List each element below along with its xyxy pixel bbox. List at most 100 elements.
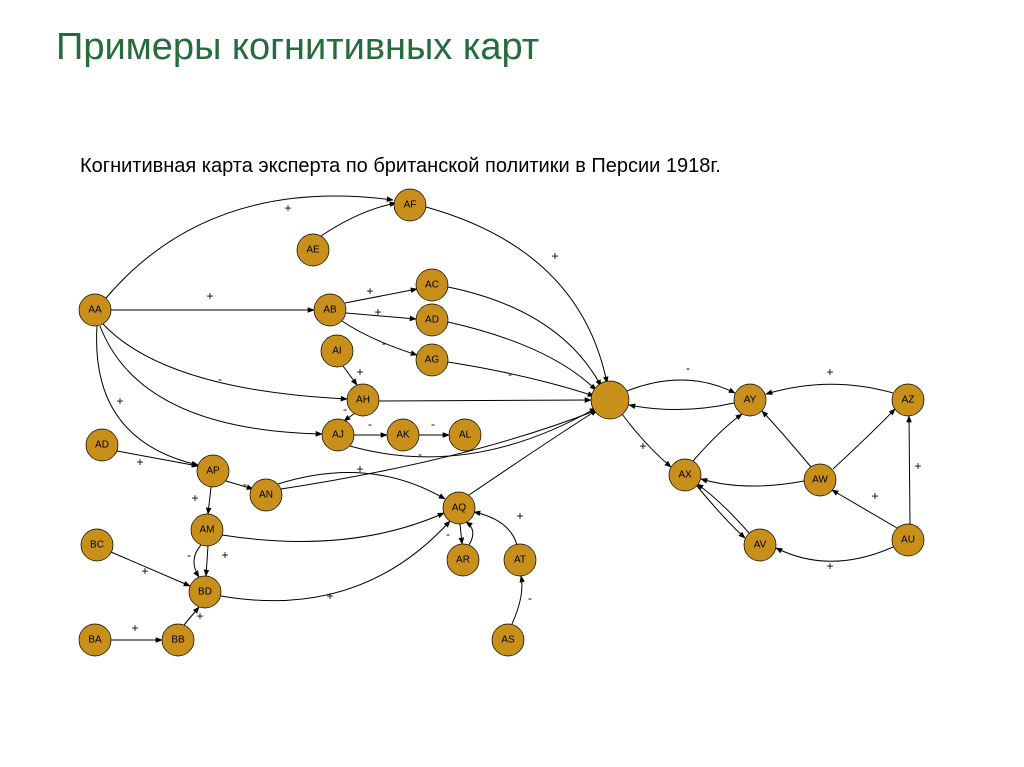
node-label: AN — [259, 490, 273, 501]
node-label: AK — [396, 430, 410, 441]
edge — [701, 479, 804, 486]
edge-label: - — [508, 367, 512, 381]
edge — [117, 451, 198, 466]
edge — [345, 289, 417, 303]
edge-label: + — [141, 564, 148, 578]
graph-node: AN — [250, 479, 282, 511]
edge — [832, 490, 897, 528]
graph-node: AB — [314, 294, 346, 326]
edge — [206, 546, 208, 576]
node-label: AV — [754, 540, 767, 551]
edge-label: + — [356, 365, 363, 379]
node-label: BA — [88, 635, 102, 646]
edge-label: + — [356, 462, 363, 476]
edge — [466, 522, 473, 545]
graph-node: AH — [347, 384, 379, 416]
node-label: AW — [812, 475, 828, 486]
edge-label: - — [528, 591, 532, 605]
edge — [629, 403, 734, 410]
edge — [693, 414, 742, 461]
edge — [379, 400, 591, 401]
node-label: AA — [88, 305, 102, 316]
edge — [776, 547, 893, 561]
edge — [697, 486, 745, 538]
node-label: AU — [901, 535, 915, 546]
edge — [111, 552, 190, 586]
node-label: AZ — [902, 395, 915, 406]
graph-node: BD — [189, 576, 221, 608]
node-label: AS — [501, 635, 515, 646]
edge-label: + — [131, 621, 138, 635]
edge — [762, 411, 811, 467]
edge-label: - — [686, 361, 690, 375]
node-label: AG — [425, 355, 440, 366]
edge — [221, 521, 450, 601]
graph-node: AQ — [443, 492, 475, 524]
graph-node: AJ — [322, 419, 354, 451]
edge-label: - — [382, 336, 386, 350]
edge-label: + — [191, 491, 198, 505]
edge — [697, 484, 749, 533]
node-label: AC — [425, 280, 439, 291]
edge-label: - — [368, 417, 372, 431]
graph-node: AA — [79, 294, 111, 326]
edge-label: + — [136, 455, 143, 469]
graph-node — [591, 381, 629, 419]
node-label: AD — [425, 315, 439, 326]
node-label: AI — [332, 346, 341, 357]
edge-label: + — [516, 509, 523, 523]
edge-label: + — [284, 201, 291, 215]
slide-container: Примеры когнитивных карт Когнитивная кар… — [0, 0, 1024, 767]
graph-node: AT — [504, 544, 536, 576]
edge — [474, 512, 517, 545]
edge-label: + — [826, 559, 833, 573]
graph-node: AI — [321, 335, 353, 367]
node-label: AF — [404, 200, 417, 211]
edge-label: + — [116, 394, 123, 408]
edge — [460, 524, 462, 544]
edge — [448, 322, 596, 390]
edge-label: + — [326, 589, 333, 603]
edge-label: + — [826, 365, 833, 379]
edge-label: + — [221, 548, 228, 562]
edge-label: + — [206, 289, 213, 303]
node-label: AX — [678, 470, 692, 481]
edge — [512, 576, 522, 624]
node-label: AJ — [332, 430, 344, 441]
edge-label: + — [871, 489, 878, 503]
node-label: AD — [95, 440, 109, 451]
graph-node: AR — [447, 544, 479, 576]
edge — [208, 487, 211, 514]
edge — [343, 366, 357, 385]
edge-label: + — [639, 439, 646, 453]
graph-node: AZ — [892, 384, 924, 416]
node-label: AP — [206, 466, 220, 477]
graph-node: AL — [449, 419, 481, 451]
edge — [222, 513, 444, 541]
graph-node: BB — [162, 624, 194, 656]
node-label: AY — [744, 395, 757, 406]
graph-node: AF — [394, 189, 426, 221]
graph-node: AU — [892, 524, 924, 556]
edge — [448, 362, 594, 396]
node-label: AM — [200, 525, 215, 536]
edge-label: + — [374, 305, 381, 319]
graph-node: AD — [86, 429, 118, 461]
node-label: AL — [459, 430, 472, 441]
edge-label: + — [366, 284, 373, 298]
node-label: BC — [90, 540, 104, 551]
graph-node: BC — [81, 529, 113, 561]
graph-node: BA — [79, 624, 111, 656]
edge-label: + — [551, 249, 558, 263]
edge — [226, 481, 253, 489]
edge-label: + — [196, 609, 203, 623]
node-label: AE — [306, 245, 320, 256]
graph-node: AG — [416, 344, 448, 376]
node-label: AR — [456, 555, 470, 566]
graph-node: AV — [744, 529, 776, 561]
edge — [321, 203, 396, 236]
graph-node: AE — [297, 234, 329, 266]
node-label: BD — [198, 587, 212, 598]
graph-node: AP — [197, 455, 229, 487]
edge — [448, 287, 601, 386]
